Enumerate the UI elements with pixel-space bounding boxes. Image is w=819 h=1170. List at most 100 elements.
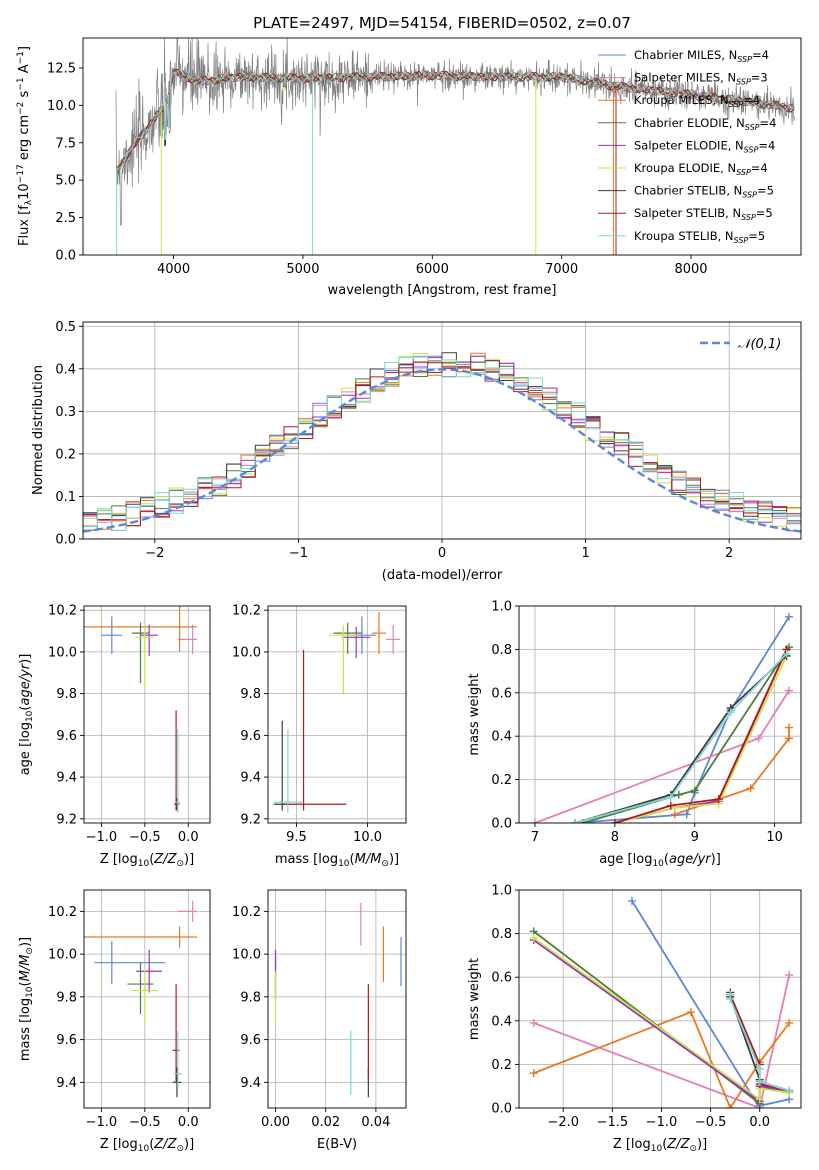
y-tick-label: 9.8 (240, 687, 261, 702)
point-marker (529, 1018, 538, 1027)
x-tick-label: −1 (289, 546, 308, 561)
legend-sub: SSP (729, 100, 744, 109)
legend-value: =5 (748, 229, 765, 243)
x-tick-label: 0.0 (749, 1115, 770, 1130)
point-marker (726, 995, 735, 1003)
x-tick-label: −0.5 (695, 1115, 727, 1130)
y-tick-label: 10.2 (232, 604, 261, 619)
x-tick-label: −0.5 (129, 1115, 161, 1130)
x-tick-label: 2 (725, 546, 733, 561)
y-tick-label: 1.0 (491, 600, 512, 615)
label-part: s (17, 90, 32, 101)
label-part: ( (18, 706, 33, 711)
y-tick-label: 9.4 (240, 1076, 261, 1091)
plot-area (115, 38, 795, 255)
legend-sub: SSP (736, 78, 751, 87)
legend-text: Chabrier STELIB, N (634, 184, 742, 198)
y-tick-label: 0.1 (55, 490, 76, 505)
label-part: erg cm (17, 115, 32, 164)
legend-label-kroupa_stelib: Kroupa STELIB, NSSP=5 (634, 229, 765, 245)
y-tick-label: 9.2 (240, 812, 261, 827)
legend-label-salpeter_miles: Salpeter MILES, NSSP=3 (634, 71, 768, 87)
label-part: Z [log (100, 1137, 138, 1152)
errorbar-salpeter_miles (177, 900, 197, 923)
panel-spectrum: 4000 5000 6000 7000 8000 0.0 2.5 5.0 7.5 10.0 12.5… (16, 37, 802, 298)
y-tick-label: 9.6 (56, 729, 77, 744)
y-axis-label: mass weight (467, 958, 482, 1040)
label-part: −1 (16, 77, 26, 90)
series-kroupa_stelib (726, 990, 794, 1095)
label-part: )] (697, 1137, 707, 1152)
label-part: −1 (16, 51, 26, 64)
y-tick-label: 9.6 (240, 729, 261, 744)
legend-value: =5 (756, 206, 773, 220)
legend-text: Salpeter STELIB, N (634, 206, 741, 220)
label-part: A (17, 64, 32, 77)
legend-label-salpeter_elodie: Salpeter ELODIE, NSSP=4 (634, 138, 775, 154)
label-part: ⊙ (176, 1144, 184, 1154)
y-tick-label: 9.8 (56, 687, 77, 702)
point-marker (682, 810, 691, 819)
label-part: ( (350, 852, 355, 867)
axes-frame (518, 605, 802, 824)
legend-value: =4 (752, 48, 769, 62)
x-tick-label: 9.5 (286, 830, 307, 845)
label-part: mass [log (275, 852, 338, 867)
y-tick-label: 0.4 (55, 362, 76, 377)
x-axis-label: Z [log10(Z/Z⊙)] (613, 1137, 707, 1154)
x-axis-label: (data-model)/error (382, 568, 503, 583)
label-part: ⊙ (381, 859, 389, 869)
errorbar-kroupa_miles (371, 612, 387, 654)
series-kroupa_stelib (570, 649, 791, 823)
point-marker (714, 795, 723, 804)
label-part: Z/Z (666, 1137, 690, 1152)
errorbar-kroupa_stelib (173, 1031, 183, 1087)
y-tick-label: 9.4 (240, 771, 261, 786)
legend-text: Kroupa MILES, N (634, 93, 729, 107)
plot-area (530, 612, 794, 823)
legend-text: Kroupa STELIB, N (634, 229, 734, 243)
point-marker (666, 801, 675, 810)
x-tick-label: −1.5 (597, 1115, 629, 1130)
errorbar-chabrier_miles (101, 616, 123, 654)
errorbar-salpeter_miles (177, 624, 197, 654)
point-marker (726, 1104, 735, 1108)
panel-mass-weight-vs-metallicity: −2.0 −1.5 −1.0 −0.5 0.0 0.0 0.2 0.4 0.6 0.8 1.0 Z [… (467, 884, 802, 1154)
y-axis-label: Flux [fλ10−17 erg cm−2 s−1 A−1] (16, 46, 34, 246)
label-part: )] (18, 654, 33, 664)
x-tick-label: 7 (531, 830, 539, 845)
legend-label-chabrier_stelib: Chabrier STELIB, NSSP=5 (634, 184, 774, 200)
point-marker (754, 734, 763, 743)
x-axis-label: Z [log10(Z/Z⊙)] (100, 1137, 194, 1154)
legend-label-gaussian: 𝒩(0,1) (738, 337, 781, 352)
legend-label-kroupa_miles: Kroupa MILES, NSSP=4 (634, 93, 760, 109)
y-tick-label: 0.0 (55, 249, 76, 264)
y-tick-label: 0.8 (491, 643, 512, 658)
x-tick-label: 6000 (416, 262, 449, 277)
axes-frame (83, 605, 211, 824)
legend-value: =5 (757, 184, 774, 198)
plot-area (529, 896, 794, 1108)
y-tick-label: 0.2 (491, 1058, 512, 1073)
x-tick-label: 0.04 (361, 1115, 390, 1130)
legend-text: Kroupa ELODIE, N (634, 161, 736, 175)
series-line (533, 1010, 790, 1108)
y-tick-label: 0.6 (491, 686, 512, 701)
panel-mass-vs-metallicity: −1.0 −0.5 0.09.49.69.810.010.2Z [log10(Z/Z… (18, 889, 211, 1154)
label-part: ] (17, 46, 32, 51)
errorbar-salpeter_stelib (282, 649, 347, 811)
x-tick-label: −2 (145, 546, 164, 561)
errorbar-salpeter_elodie (341, 626, 371, 659)
errorbar-salpeter_stelib (172, 984, 180, 1083)
point-marker (674, 790, 683, 799)
y-tick-label: 0.0 (491, 1102, 512, 1117)
label-part: ( (149, 1137, 154, 1152)
series-line (614, 655, 788, 823)
y-tick-label: 10.2 (232, 905, 261, 920)
label-part: )] (184, 1137, 194, 1152)
legend-value: =4 (760, 116, 777, 130)
y-tick-label: 10.0 (48, 645, 77, 660)
y-tick-label: 10.2 (48, 604, 77, 619)
legend-sub: SSP (737, 55, 752, 64)
